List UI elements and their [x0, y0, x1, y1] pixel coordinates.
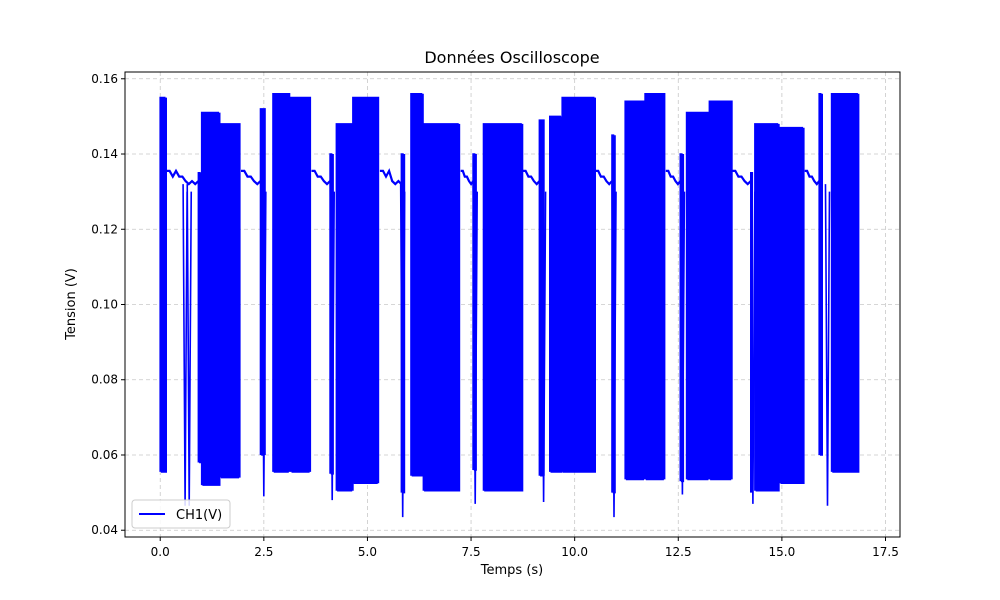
dip-spike — [679, 184, 686, 495]
dip-spike — [824, 184, 831, 506]
x-tick-label: 7.5 — [462, 545, 481, 559]
burst-segment — [159, 96, 167, 473]
burst-segment — [818, 93, 823, 456]
x-tick-label: 0.0 — [151, 545, 170, 559]
burst-segment — [335, 123, 354, 492]
x-tick-label: 12.5 — [665, 545, 692, 559]
burst-segment — [352, 96, 380, 484]
y-tick-label: 0.16 — [91, 72, 118, 86]
x-tick-label: 15.0 — [769, 545, 796, 559]
idle-segment — [241, 169, 262, 186]
y-tick-label: 0.04 — [91, 523, 118, 537]
burst-segment — [549, 115, 563, 473]
y-axis: 0.04 0.06 0.08 0.10 0.12 0.14 0.16 — [91, 72, 125, 537]
idle-segment — [665, 169, 682, 186]
dip-spike — [399, 184, 406, 518]
dip-spike — [750, 184, 756, 504]
y-tick-label: 0.06 — [91, 448, 118, 462]
burst-segment — [482, 123, 524, 492]
series-ch1 — [159, 93, 860, 518]
burst-segment — [644, 93, 666, 481]
x-tick-label: 17.5 — [872, 545, 899, 559]
burst-segment — [685, 111, 710, 481]
x-axis-label: Temps (s) — [480, 563, 543, 578]
dip-spike — [540, 184, 547, 503]
burst-segment — [830, 93, 860, 473]
idle-segment — [311, 169, 331, 186]
y-tick-label: 0.12 — [91, 222, 118, 236]
y-axis-label: Tension (V) — [64, 268, 79, 341]
burst-segment — [624, 100, 646, 481]
burst-segment — [410, 93, 424, 477]
chart-title: Données Oscilloscope — [424, 48, 599, 67]
legend-label: CH1(V) — [176, 508, 222, 523]
x-tick-label: 2.5 — [254, 545, 273, 559]
idle-segment — [379, 168, 403, 186]
idle-segment — [804, 169, 821, 186]
legend-box — [131, 499, 231, 529]
burst-segment — [754, 123, 780, 492]
idle-segment — [522, 169, 541, 186]
dip-spike — [611, 184, 617, 518]
y-tick-label: 0.08 — [91, 373, 118, 387]
burst-segment — [219, 123, 241, 479]
dip-spike — [261, 184, 267, 497]
idle-segment — [595, 169, 613, 186]
burst-segment — [538, 119, 545, 477]
burst-segment — [272, 93, 291, 473]
burst-segment — [200, 111, 221, 486]
idle-segment — [732, 169, 752, 186]
burst-segment — [290, 96, 312, 473]
burst-segment — [779, 126, 805, 484]
y-tick-label: 0.14 — [91, 147, 118, 161]
dip-spike — [472, 184, 479, 504]
dip-spike — [329, 184, 336, 501]
burst-segment — [561, 96, 596, 473]
burst-segment — [708, 100, 733, 481]
x-tick-label: 10.0 — [561, 545, 588, 559]
burst-segment — [422, 123, 461, 492]
idle-segment — [166, 168, 200, 186]
idle-segment — [460, 169, 475, 187]
y-tick-label: 0.10 — [91, 298, 118, 312]
x-tick-label: 5.0 — [358, 545, 377, 559]
x-axis: 0.0 2.5 5.0 7.5 10.0 12.5 15.0 17.5 — [151, 537, 899, 559]
legend: CH1(V) — [131, 499, 231, 529]
